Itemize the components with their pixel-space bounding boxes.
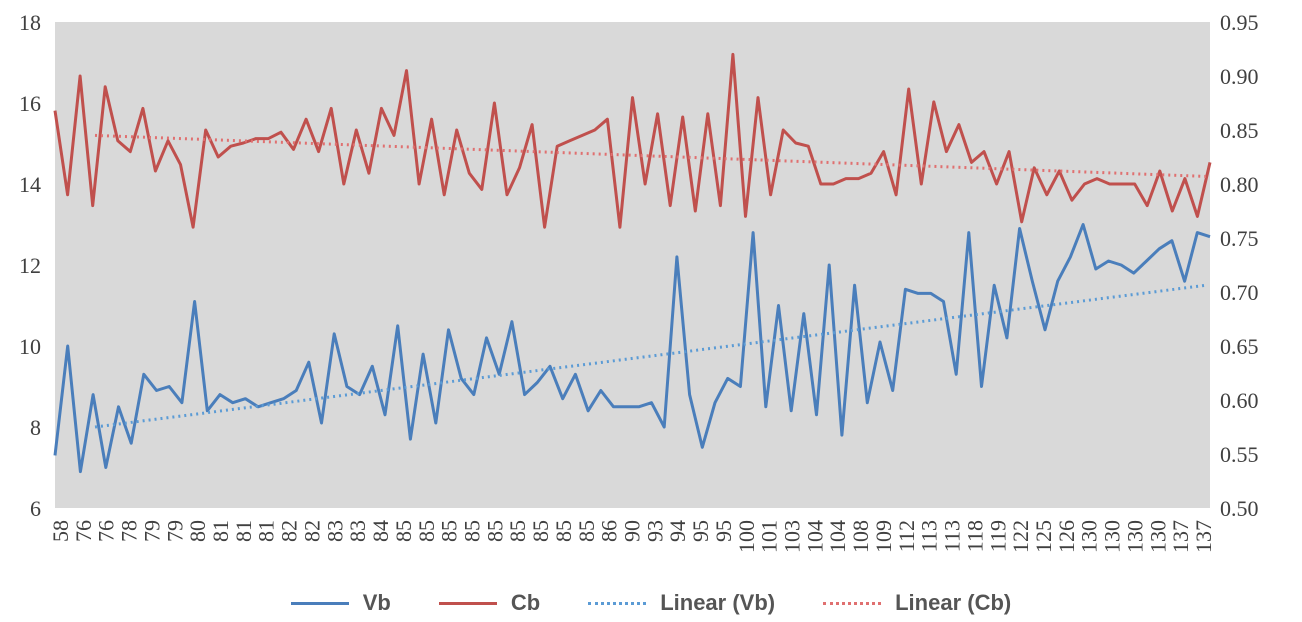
x-tick-label: 81 [254, 520, 279, 542]
x-tick-label: 95 [711, 520, 736, 542]
series-layer [53, 52, 1212, 474]
x-tick-label: 81 [231, 520, 256, 542]
y-right-axis: 0.50 0.55 0.60 0.65 0.70 0.75 0.80 0.85 0.90 0.95 [1220, 10, 1259, 521]
x-tick-label: 126 [1054, 520, 1079, 553]
x-tick-label: 76 [71, 520, 96, 542]
x-tick-label: 79 [139, 520, 164, 542]
x-tick-label: 137 [1191, 520, 1216, 553]
x-tick-label: 58 [48, 520, 73, 542]
legend: Vb Cb Linear (Vb) Linear (Cb) [0, 588, 1302, 618]
x-tick-label: 81 [208, 520, 233, 542]
x-tick-label: 78 [117, 520, 142, 542]
dual-axis-line-chart: 6 8 10 12 14 16 18 0.50 0.55 0.60 0.65 0.70 0.75 0.8… [19, 10, 1259, 553]
y-right-tick-label: 0.65 [1220, 334, 1259, 359]
x-tick-label: 95 [688, 520, 713, 542]
y-left-tick-label: 10 [19, 334, 41, 359]
legend-item-cb: Cb [438, 590, 541, 616]
legend-swatch-vb [290, 601, 349, 605]
x-tick-label: 125 [1031, 520, 1056, 553]
plot-area [55, 22, 1210, 508]
x-tick-label: 104 [825, 520, 850, 553]
x-tick-label: 86 [597, 520, 622, 542]
y-left-tick-label: 8 [30, 415, 41, 440]
legend-label-linear-vb: Linear (Vb) [660, 590, 776, 615]
legend-label-linear-cb: Linear (Cb) [895, 590, 1012, 615]
trendline-vb [94, 283, 1207, 429]
x-tick-label: 109 [871, 520, 896, 553]
x-tick-label: 85 [505, 520, 530, 542]
x-tick-label: 112 [894, 520, 919, 552]
y-left-tick-label: 16 [19, 91, 41, 116]
y-left-tick-label: 18 [19, 10, 41, 35]
x-tick-label: 93 [642, 520, 667, 542]
y-left-tick-label: 6 [30, 496, 41, 521]
x-tick-label: 122 [1008, 520, 1033, 553]
y-left-tick-label: 12 [19, 253, 41, 278]
y-right-tick-label: 0.60 [1220, 388, 1259, 413]
x-tick-label: 76 [94, 520, 119, 542]
x-tick-label: 130 [1077, 520, 1102, 553]
y-right-tick-label: 0.85 [1220, 118, 1259, 143]
legend-label-cb: Cb [510, 590, 541, 615]
x-tick-label: 101 [757, 520, 782, 553]
legend-swatch-linear-cb [823, 601, 882, 605]
legend-label-vb: Vb [362, 590, 391, 615]
series-line-vb [53, 223, 1211, 474]
x-tick-label: 137 [1168, 520, 1193, 553]
x-tick-label: 84 [368, 520, 393, 542]
x-axis: 5876767879798081818182828383848585858585… [48, 520, 1216, 553]
y-right-tick-label: 0.70 [1220, 280, 1259, 305]
legend-item-vb: Vb [290, 590, 391, 616]
x-tick-label: 130 [1100, 520, 1125, 553]
x-tick-label: 85 [551, 520, 576, 542]
x-tick-label: 119 [985, 520, 1010, 552]
x-tick-label: 90 [620, 520, 645, 542]
x-tick-label: 113 [917, 520, 942, 552]
x-tick-label: 82 [299, 520, 324, 542]
x-tick-label: 83 [345, 520, 370, 542]
y-right-tick-label: 0.90 [1220, 64, 1259, 89]
x-tick-label: 118 [962, 520, 987, 552]
y-right-tick-label: 0.50 [1220, 496, 1259, 521]
x-tick-label: 82 [277, 520, 302, 542]
x-tick-label: 85 [482, 520, 507, 542]
x-tick-label: 83 [322, 520, 347, 542]
legend-swatch-linear-vb [588, 601, 647, 605]
legend-item-linear-cb: Linear (Cb) [823, 590, 1011, 616]
x-tick-label: 85 [391, 520, 416, 542]
x-tick-label: 85 [414, 520, 439, 542]
x-tick-label: 113 [940, 520, 965, 552]
x-tick-label: 79 [162, 520, 187, 542]
y-right-tick-label: 0.80 [1220, 172, 1259, 197]
x-tick-label: 85 [437, 520, 462, 542]
legend-item-linear-vb: Linear (Vb) [588, 590, 775, 616]
x-tick-label: 100 [734, 520, 759, 553]
x-tick-label: 103 [780, 520, 805, 553]
x-tick-label: 108 [848, 520, 873, 553]
x-tick-label: 85 [528, 520, 553, 542]
y-right-tick-label: 0.95 [1220, 10, 1259, 35]
y-right-tick-label: 0.75 [1220, 226, 1259, 251]
series-line-cb [53, 52, 1212, 229]
x-tick-label: 130 [1145, 520, 1170, 553]
y-right-tick-label: 0.55 [1220, 442, 1259, 467]
x-tick-label: 130 [1122, 520, 1147, 553]
x-tick-label: 85 [574, 520, 599, 542]
x-tick-label: 94 [665, 520, 690, 542]
x-tick-label: 104 [802, 520, 827, 553]
legend-swatch-cb [438, 601, 497, 605]
y-left-axis: 6 8 10 12 14 16 18 [19, 10, 41, 521]
y-left-tick-label: 14 [19, 172, 41, 197]
x-tick-label: 80 [185, 520, 210, 542]
x-tick-label: 85 [459, 520, 484, 542]
